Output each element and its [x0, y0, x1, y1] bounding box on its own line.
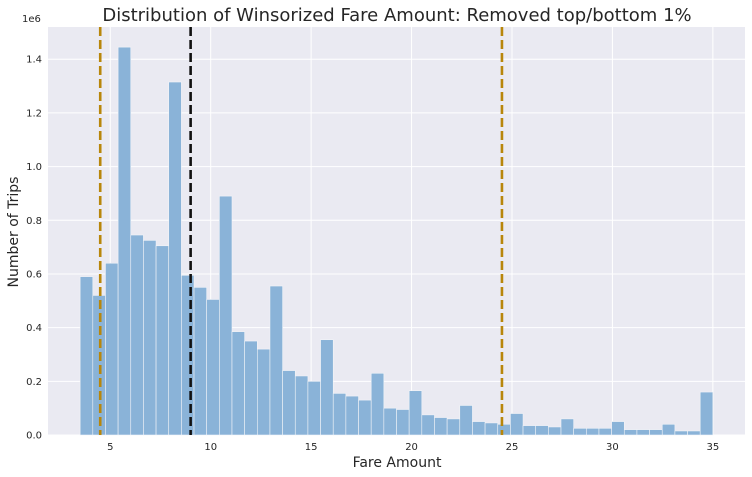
histogram-bar: [598, 427, 612, 436]
x-tick-label: 20: [405, 442, 418, 453]
histogram-bar: [623, 429, 638, 436]
histogram-bar: [560, 418, 574, 436]
histogram-bar: [307, 381, 321, 436]
histogram-bar: [181, 274, 195, 436]
x-tick-label: 35: [706, 442, 719, 453]
y-tick-label: 1.2: [26, 108, 42, 119]
histogram-bar: [573, 427, 587, 436]
x-tick-label: 10: [204, 442, 217, 453]
histogram-bar: [636, 429, 650, 436]
y-tick-label: 0.4: [26, 323, 42, 334]
histogram-bar: [586, 427, 600, 436]
y-tick-label: 0.0: [26, 431, 42, 442]
histogram-bar: [332, 393, 347, 436]
histogram-bar: [434, 417, 448, 436]
histogram-bar: [522, 425, 536, 436]
y-offset-label: 1e6: [22, 14, 41, 25]
grid-x: [109, 27, 714, 435]
y-axis-label: Number of Trips: [6, 177, 22, 288]
histogram-bar: [269, 285, 283, 436]
histogram-bar: [535, 425, 549, 436]
y-tick-label: 0.6: [26, 269, 42, 280]
histogram-bar: [383, 407, 397, 436]
chart-title: Distribution of Winsorized Fare Amount: …: [102, 5, 691, 26]
histogram-bar: [674, 430, 688, 436]
histogram-bar: [484, 422, 499, 436]
histogram-bar: [117, 46, 132, 436]
histogram-bar: [345, 395, 359, 436]
histogram-bar: [130, 234, 144, 436]
bars: [79, 46, 714, 436]
histogram-bar: [193, 287, 207, 436]
histogram-bar: [687, 430, 701, 436]
histogram-bar: [510, 413, 524, 436]
histogram-bar: [79, 276, 94, 436]
reference-lines: [98, 27, 504, 435]
histogram-bar: [459, 405, 473, 436]
histogram-bar: [661, 423, 676, 436]
histogram-bar: [370, 372, 385, 436]
histogram-bar: [105, 262, 119, 436]
y-tick-label: 0.8: [26, 216, 42, 227]
histogram-bar: [206, 299, 220, 436]
histogram-bar: [358, 399, 372, 436]
histogram-bar: [649, 429, 663, 436]
histogram-bar: [497, 423, 511, 436]
histogram-bar: [168, 81, 182, 436]
histogram-bar: [257, 348, 271, 436]
x-tick-label: 25: [506, 442, 519, 453]
x-tick-labels: 5 10 15 20 25 30 35: [107, 442, 719, 453]
histogram-bar: [548, 426, 562, 436]
x-tick-label: 30: [606, 442, 619, 453]
histogram-bar: [219, 195, 233, 436]
histogram-bar: [699, 391, 714, 436]
histogram-bar: [320, 339, 334, 436]
histogram-bar: [408, 390, 423, 436]
histogram-bar: [472, 421, 486, 436]
histogram-bar: [396, 409, 410, 436]
x-tick-label: 15: [305, 442, 318, 453]
y-tick-label: 1.0: [26, 162, 42, 173]
y-tick-label: 0.2: [26, 377, 42, 388]
histogram-bar: [244, 340, 258, 436]
histogram-bar: [155, 245, 170, 436]
histogram-bar: [446, 418, 461, 436]
x-tick-label: 5: [107, 442, 113, 453]
x-axis-label: Fare Amount: [353, 455, 442, 471]
y-tick-labels: 0.0 0.2 0.4 0.6 0.8 1.0 1.2 1.4: [26, 55, 42, 442]
histogram-bar: [143, 240, 157, 436]
histogram-bar: [282, 370, 296, 436]
histogram-bar: [421, 414, 435, 436]
y-tick-label: 1.4: [26, 55, 42, 66]
histogram-bar: [231, 331, 245, 436]
histogram-bar: [294, 375, 309, 436]
histogram-bar: [611, 421, 625, 436]
